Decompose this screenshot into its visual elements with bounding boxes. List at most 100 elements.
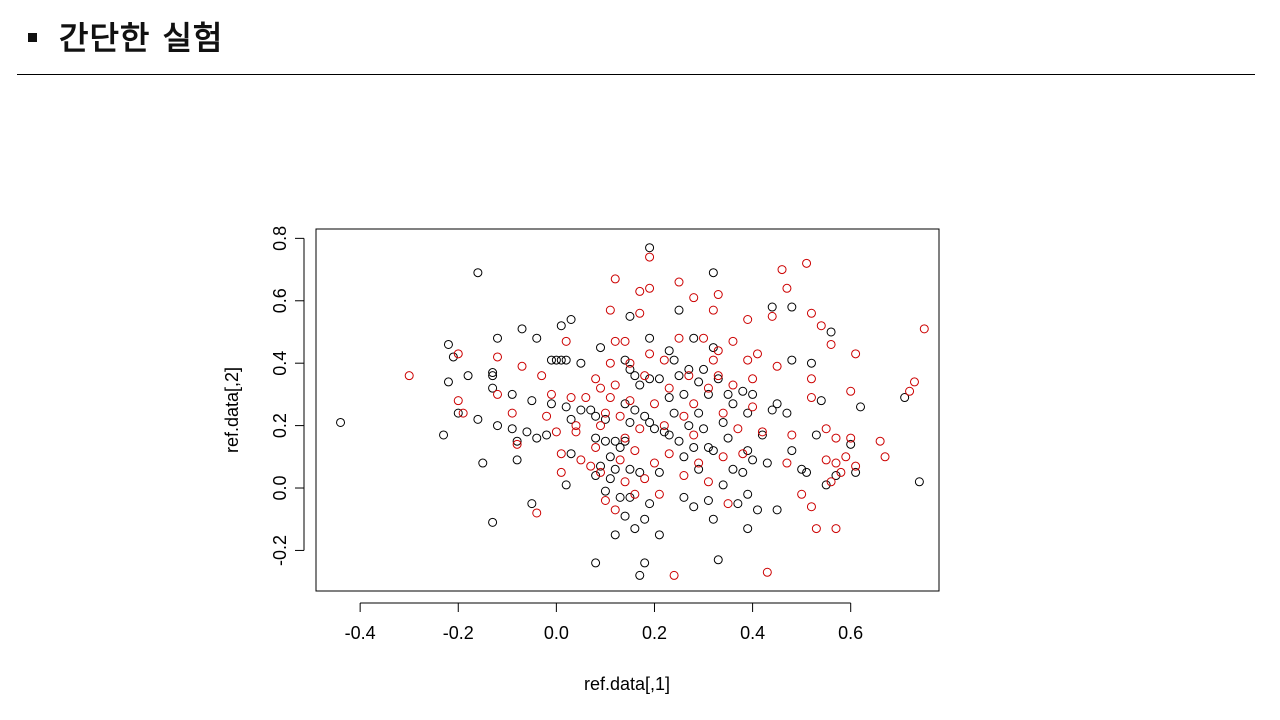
point-black [522,427,532,437]
point-red [806,308,816,318]
point-black [723,433,733,443]
point-black [610,530,620,540]
point-red [605,358,615,368]
point-black [493,333,503,343]
x-axis-label: ref.data[,1] [584,674,670,694]
point-black [708,514,718,524]
point-black [600,414,610,424]
point-black [679,389,689,399]
point-black [488,383,498,393]
point-red [806,393,816,403]
point-black [816,396,826,406]
point-red [517,361,527,371]
point-red [625,396,635,406]
point-red [787,430,797,440]
point-black [620,511,630,521]
point-black [542,430,552,440]
point-black [507,424,517,434]
point-red [831,433,841,443]
point-black [640,411,650,421]
point-black [767,302,777,312]
point-black [517,324,527,334]
point-black [802,467,812,477]
y-tick-label: 0.8 [270,226,290,251]
point-red [654,489,664,499]
point-black [625,417,635,427]
point-black [546,399,556,409]
point-black [806,358,816,368]
point-red [718,452,728,462]
point-red [806,374,816,384]
point-black [654,374,664,384]
point-black [674,436,684,446]
point-black [561,402,571,412]
point-red [610,380,620,390]
point-black [689,502,699,512]
point-black [532,333,542,343]
point-red [816,321,826,331]
point-black [443,377,453,387]
slide-title-row: 간단한 실험 [28,14,223,58]
point-red [512,439,522,449]
point-red [493,352,503,362]
point-red [596,467,606,477]
point-black [900,393,910,403]
point-black [615,492,625,502]
point-red [669,570,679,580]
point-red [581,393,591,403]
point-black [787,355,797,365]
point-red [826,477,836,487]
point-black [718,480,728,490]
point-red [620,477,630,487]
point-black [703,442,713,452]
point-black [674,305,684,315]
point-red [640,474,650,484]
y-tick-label: -0.2 [270,535,290,566]
point-black [694,377,704,387]
point-red [586,461,596,471]
point-black [463,371,473,381]
point-red [591,374,601,384]
point-red [630,489,640,499]
point-black [448,352,458,362]
point-black [625,364,635,374]
point-red [458,408,468,418]
point-black [708,268,718,278]
point-red [566,393,576,403]
point-red [713,371,723,381]
point-red [659,355,669,365]
point-black [507,389,517,399]
point-red [841,452,851,462]
point-red [404,371,414,381]
point-black [826,327,836,337]
point-black [605,474,615,484]
y-tick-label: 0.6 [270,288,290,313]
point-black [649,424,659,434]
point-black [743,408,753,418]
point-red [664,449,674,459]
point-red [831,524,841,534]
point-black [772,399,782,409]
point-red [831,458,841,468]
point-black [336,417,346,427]
point-black [664,430,674,440]
point-black [669,355,679,365]
point-red [649,458,659,468]
x-axis: -0.4 -0.2 0.0 0.2 0.4 0.6 [345,602,863,643]
point-black [713,374,723,384]
point-red [748,402,758,412]
point-black [645,417,655,427]
point-red [645,252,655,262]
y-axis-label: ref.data[,2] [222,367,242,453]
point-red [635,286,645,296]
point-black [743,524,753,534]
point-black [733,499,743,509]
point-red [689,399,699,409]
point-red [743,355,753,365]
point-black [591,433,601,443]
slide-title: 간단한 실험 [59,19,224,57]
point-red [605,305,615,315]
point-black [699,364,709,374]
point-red [821,424,831,434]
